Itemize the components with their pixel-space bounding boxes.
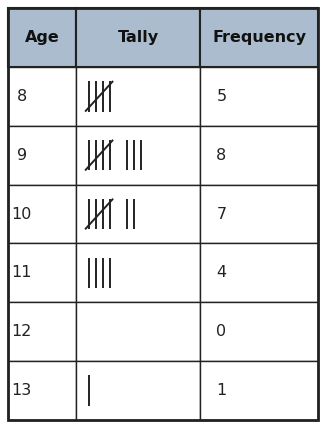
Bar bbox=[76, 302, 200, 361]
Bar bbox=[76, 361, 200, 420]
Text: Tally: Tally bbox=[118, 30, 159, 45]
Bar bbox=[8, 8, 76, 67]
Bar bbox=[8, 244, 76, 302]
Text: 0: 0 bbox=[216, 324, 227, 339]
Bar bbox=[200, 244, 318, 302]
Bar bbox=[8, 361, 76, 420]
Text: 4: 4 bbox=[216, 265, 227, 280]
Bar bbox=[200, 361, 318, 420]
Text: 8: 8 bbox=[216, 148, 227, 163]
Bar bbox=[200, 184, 318, 244]
Text: Frequency: Frequency bbox=[212, 30, 306, 45]
Text: 10: 10 bbox=[11, 206, 32, 222]
Bar bbox=[76, 244, 200, 302]
Bar bbox=[76, 8, 200, 67]
Bar bbox=[76, 67, 200, 126]
Text: 9: 9 bbox=[17, 148, 27, 163]
Text: 12: 12 bbox=[11, 324, 32, 339]
Bar bbox=[8, 302, 76, 361]
Text: 1: 1 bbox=[216, 383, 227, 398]
Bar bbox=[200, 126, 318, 184]
Bar bbox=[76, 126, 200, 184]
Text: 7: 7 bbox=[216, 206, 227, 222]
Text: 5: 5 bbox=[216, 89, 227, 104]
Text: 13: 13 bbox=[11, 383, 32, 398]
Bar bbox=[200, 8, 318, 67]
Text: 8: 8 bbox=[17, 89, 27, 104]
Bar bbox=[200, 302, 318, 361]
Bar bbox=[8, 126, 76, 184]
Text: 11: 11 bbox=[11, 265, 32, 280]
Bar bbox=[200, 67, 318, 126]
Bar bbox=[8, 67, 76, 126]
Bar bbox=[8, 184, 76, 244]
Bar bbox=[76, 184, 200, 244]
Text: Age: Age bbox=[25, 30, 59, 45]
